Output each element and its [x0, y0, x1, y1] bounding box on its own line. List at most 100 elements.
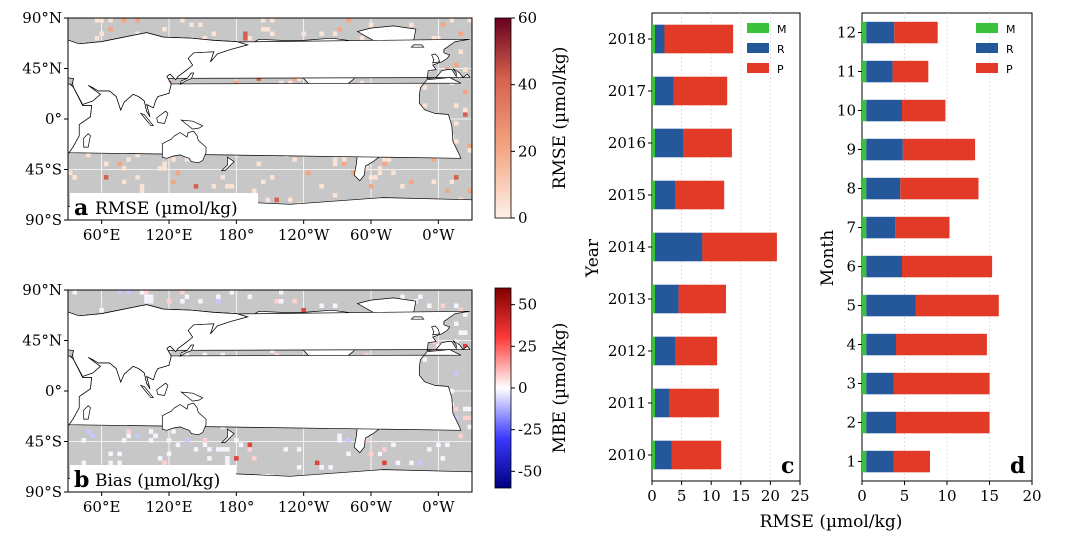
data-cell — [135, 152, 140, 158]
data-cell — [301, 308, 306, 313]
data-cell — [247, 36, 253, 41]
legend-swatch-r — [976, 43, 998, 53]
data-cell — [126, 157, 131, 162]
colorbar-tick-label: 20 — [518, 142, 537, 160]
panel-label-d: d — [1010, 453, 1025, 479]
data-cell — [368, 22, 374, 27]
y-tick-label: 2018 — [608, 30, 646, 48]
data-cell — [247, 294, 253, 299]
lat-tick-label: 90°N — [22, 281, 62, 299]
data-cell — [454, 406, 459, 412]
legend: MRP — [747, 23, 787, 76]
x-tick-label: 0 — [647, 487, 657, 505]
lon-tick-label: 60°E — [83, 226, 121, 244]
data-cell — [382, 157, 387, 162]
data-cell — [467, 148, 472, 153]
y-tick-label: 10 — [837, 102, 856, 120]
data-cell — [296, 465, 302, 470]
lat-tick-label: 90°S — [25, 211, 62, 229]
land-new-zealand — [220, 156, 235, 171]
bar-p-2018 — [664, 24, 734, 54]
bar-p-1 — [893, 450, 930, 473]
bar-p-2016 — [683, 128, 732, 158]
x-tick-label: 10 — [702, 487, 721, 505]
data-cell — [252, 456, 257, 461]
data-cell — [225, 447, 230, 452]
lat-tick-label: 45°N — [22, 332, 62, 350]
data-cell — [234, 80, 239, 86]
bar-m-2018 — [652, 24, 655, 54]
bar-r-2017 — [655, 76, 674, 106]
data-cell — [319, 303, 324, 308]
data-cell — [328, 465, 333, 470]
data-cell — [454, 321, 459, 326]
data-cell — [117, 451, 122, 457]
bar-p-8 — [900, 177, 979, 200]
map-title-a: RMSE (µmol/kg) — [95, 199, 238, 219]
data-cell — [225, 456, 230, 461]
bar-r-7 — [866, 216, 896, 239]
colorbar-tick-label: 0 — [518, 209, 528, 227]
data-cell — [458, 330, 463, 335]
data-cell — [364, 438, 369, 443]
lat-tick-label: 90°S — [25, 483, 62, 501]
data-cell — [86, 152, 91, 158]
data-cell — [121, 179, 127, 185]
data-cell — [256, 76, 261, 81]
colorbar-tick-label: 25 — [518, 337, 537, 355]
data-cell — [157, 166, 163, 171]
lon-tick-label: 0°W — [422, 498, 455, 516]
data-cell — [427, 447, 432, 452]
bar-m-2010 — [652, 440, 655, 470]
y-axis-label-c: Year — [583, 238, 603, 278]
data-cell — [189, 22, 194, 27]
data-cell — [382, 447, 387, 452]
bar-r-12 — [866, 21, 895, 44]
data-cell — [382, 460, 387, 466]
bar-m-12 — [862, 21, 867, 44]
bar-m-2014 — [652, 232, 655, 262]
bar-p-2 — [896, 411, 990, 434]
legend: MRP — [976, 23, 1016, 76]
bar-m-10 — [862, 99, 867, 122]
data-cell — [418, 294, 423, 299]
bar-r-2013 — [655, 284, 679, 314]
data-cell — [162, 460, 167, 466]
bar-p-2014 — [702, 232, 777, 262]
legend-swatch-p — [747, 63, 769, 73]
bar-m-2016 — [652, 128, 655, 158]
data-cell — [418, 460, 423, 466]
data-cell — [350, 170, 356, 176]
lat-tick-label: 45°N — [22, 60, 62, 78]
land-africa-east — [68, 355, 92, 426]
data-cell — [103, 161, 109, 167]
colorbar-tick-label: 50 — [518, 296, 537, 314]
data-cell — [449, 388, 455, 394]
land-madagascar — [83, 133, 91, 148]
land-madagascar — [83, 405, 91, 420]
data-cell — [319, 184, 324, 189]
bar-m-1 — [862, 450, 867, 473]
legend-swatch-m — [976, 23, 998, 33]
data-cell — [454, 121, 459, 126]
data-cell — [207, 447, 212, 452]
data-cell — [436, 343, 441, 349]
bar-panel-c: 0 5 10 15 20 25 2010 2011 2012 2013 2014 2015 2016 20… — [608, 12, 810, 505]
data-cell — [144, 294, 149, 299]
data-cell — [296, 447, 302, 452]
data-cell — [175, 442, 181, 448]
data-cell — [121, 166, 127, 171]
lon-tick-label: 120°E — [145, 498, 192, 516]
data-cell — [454, 175, 459, 180]
data-cell — [261, 179, 266, 185]
data-cell — [139, 188, 145, 194]
data-cell — [422, 357, 428, 362]
bar-p-9 — [902, 138, 976, 161]
data-cell — [216, 299, 221, 304]
land-new-guinea — [180, 391, 204, 402]
data-cell — [395, 460, 401, 466]
data-cell — [445, 188, 450, 194]
x-tick-label: 15 — [980, 487, 999, 505]
land-new-zealand — [220, 428, 235, 443]
data-cell — [94, 18, 100, 23]
